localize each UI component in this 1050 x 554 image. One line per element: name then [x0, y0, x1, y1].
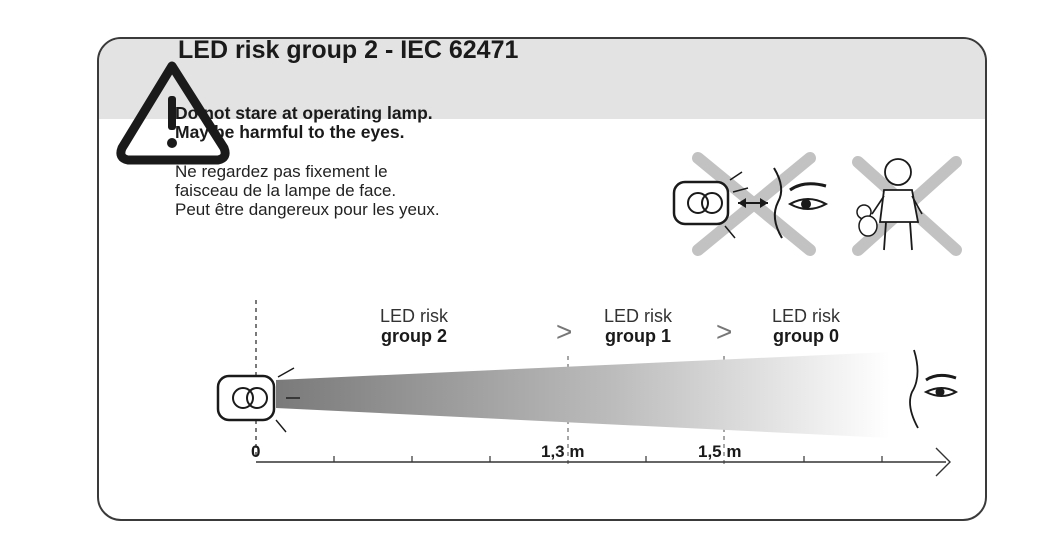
- zone-separator: >: [716, 316, 733, 347]
- headlamp-icon: [216, 367, 300, 433]
- zone-label: LED risk: [604, 306, 673, 326]
- zone-group: group 1: [605, 326, 671, 346]
- axis-tick-label: 1,3 m: [541, 442, 585, 461]
- warning-french-line: Ne regardez pas fixement le: [175, 162, 388, 181]
- warning-french-line: faisceau de la lampe de face.: [175, 181, 397, 200]
- light-beam: [276, 352, 890, 438]
- warning-french: Ne regardez pas fixement le faisceau de …: [175, 162, 440, 219]
- distance-axis: [256, 447, 951, 477]
- lamp-to-eye-prohibited-icon: [672, 152, 829, 256]
- zone-label: LED risk: [380, 306, 449, 326]
- zone-risk-group-0: LED risk group 0: [772, 306, 840, 346]
- warning-card: [97, 37, 987, 521]
- card-header: [99, 39, 985, 119]
- warning-english-line: Do not stare at operating lamp.: [175, 103, 433, 123]
- zone-group: group 0: [773, 326, 839, 346]
- warning-triangle-icon: [116, 61, 230, 165]
- zone-label: LED risk: [772, 306, 841, 326]
- warning-english: Do not stare at operating lamp. May be h…: [175, 104, 433, 142]
- child-prohibited-icon: [852, 156, 962, 256]
- page-title: LED risk group 2 - IEC 62471: [178, 36, 519, 64]
- warning-english-line: May be harmful to the eyes.: [175, 122, 405, 142]
- eye-icon: [909, 349, 959, 429]
- zone-risk-group-2: LED risk group 2: [380, 306, 448, 346]
- warning-french-line: Peut être dangereux pour les yeux.: [175, 200, 440, 219]
- axis-tick-label: 0: [251, 442, 261, 461]
- zone-separator: >: [556, 316, 573, 347]
- axis-tick-label: 1,5 m: [698, 442, 742, 461]
- zone-risk-group-1: LED risk group 1: [604, 306, 672, 346]
- zone-group: group 2: [381, 326, 447, 346]
